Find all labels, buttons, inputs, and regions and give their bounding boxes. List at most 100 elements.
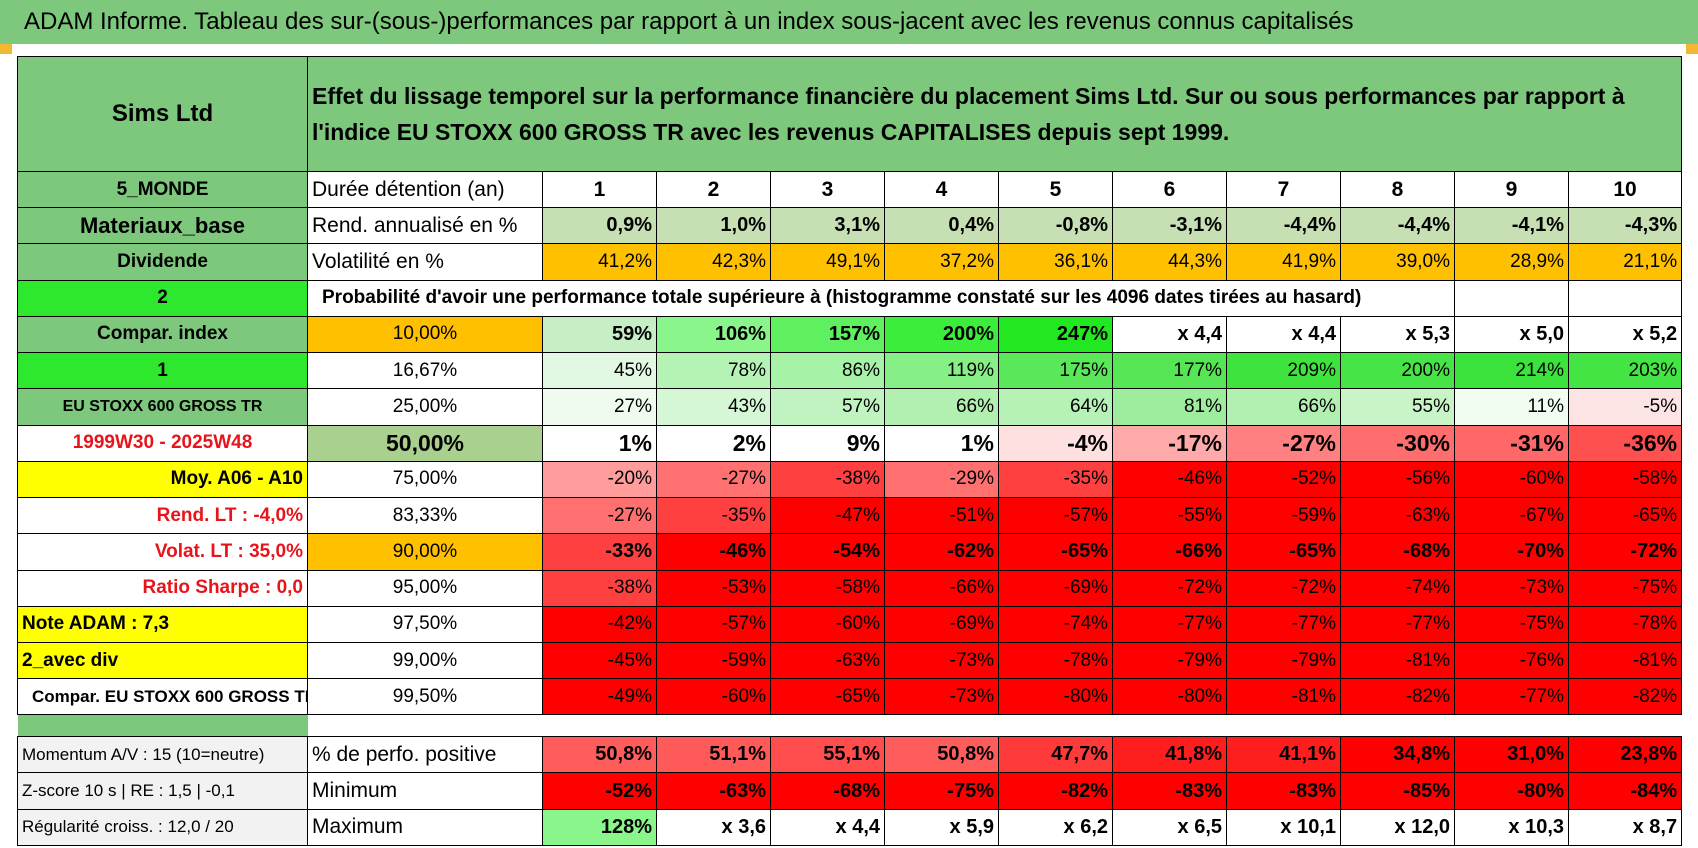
value-cell: -56%	[1340, 460, 1455, 499]
summary-value-cell: 55,1%	[770, 736, 885, 774]
value-cell: -27%	[656, 460, 771, 499]
summary-value-cell: -85%	[1340, 772, 1455, 810]
value-cell: -72%	[1112, 569, 1227, 607]
value-cell: -53%	[656, 569, 771, 607]
value-cell: -57%	[656, 605, 771, 643]
intro-row: Sims Ltd Effet du lissage temporel sur l…	[17, 56, 1683, 172]
title-bar: ADAM Informe. Tableau des sur-(sous-)per…	[0, 0, 1698, 44]
value-cell: 44,3%	[1112, 243, 1227, 281]
value-cell: 247%	[998, 315, 1113, 354]
value-cell: -59%	[1226, 497, 1341, 535]
value-cell: -51%	[884, 497, 999, 535]
summary-value-cell: 41,1%	[1226, 736, 1341, 774]
value-cell: 81%	[1112, 388, 1227, 426]
value-cell: 119%	[884, 352, 999, 390]
value-cell: x 5,3	[1340, 315, 1455, 354]
summary-value-cell: 128%	[542, 808, 657, 847]
value-cell: -20%	[542, 460, 657, 499]
row-label-cell: 95,00%	[307, 569, 543, 607]
value-cell: -81%	[1226, 678, 1341, 716]
value-cell: 2%	[656, 424, 771, 462]
summary-value-cell: 51,1%	[656, 736, 771, 774]
value-cell: -72%	[1226, 569, 1341, 607]
value-cell: -75%	[1454, 605, 1569, 643]
value-cell: 9%	[770, 424, 885, 462]
value-cell: 36,1%	[998, 243, 1113, 281]
value-cell: 4	[884, 170, 999, 209]
value-cell: -69%	[998, 569, 1113, 607]
value-cell: -4,3%	[1567, 207, 1683, 245]
table-row: 1999W30 - 2025W48 50,00% 1% 2% 9% 1% -4% -17% -2…	[17, 424, 1683, 462]
value-cell: -79%	[1226, 641, 1341, 680]
value-cell: -4,4%	[1340, 207, 1455, 245]
summary-value-cell: x 5,9	[884, 808, 999, 847]
value-cell: -4,4%	[1226, 207, 1341, 245]
table-row: EU STOXX 600 GROSS TR 25,00% 27% 43% 57% 66% 6…	[17, 388, 1683, 426]
value-cell: -31%	[1454, 424, 1569, 462]
value-cell: -63%	[1340, 497, 1455, 535]
side-label-cell: Ratio Sharpe : 0,0	[17, 569, 308, 607]
value-cell: x 5,2	[1567, 315, 1683, 354]
value-cell: -78%	[998, 641, 1113, 680]
value-cell: 5	[998, 170, 1113, 209]
value-cell: 106%	[656, 315, 771, 354]
table-row: Volat. LT : 35,0% 90,00% -33% -46% -54% -62% -…	[17, 533, 1683, 571]
side-label-cell: 2	[17, 279, 308, 317]
summary-value-cell: x 3,6	[656, 808, 771, 847]
value-cell: 42,3%	[656, 243, 771, 281]
value-cell: x 4,4	[1226, 315, 1341, 354]
side-label-cell: Rend. LT : -4,0%	[17, 497, 308, 535]
value-cell: 41,2%	[542, 243, 657, 281]
value-cell: 1,0%	[656, 207, 771, 245]
summary-value-cell: x 12,0	[1340, 808, 1455, 847]
value-cell: -57%	[998, 497, 1113, 535]
value-cell: 175%	[998, 352, 1113, 390]
value-cell: -59%	[656, 641, 771, 680]
value-cell: -52%	[1226, 460, 1341, 499]
value-cell: 21,1%	[1567, 243, 1683, 281]
value-cell: x 4,4	[1112, 315, 1227, 354]
row-label-cell: Durée détention (an)	[307, 170, 543, 209]
summary-label-cell: Minimum	[307, 772, 543, 810]
value-cell: 6	[1112, 170, 1227, 209]
table-row: Ratio Sharpe : 0,0 95,00% -38% -53% -58% -66%…	[17, 569, 1683, 607]
value-cell: 8	[1340, 170, 1455, 209]
value-cell: -73%	[884, 678, 999, 716]
value-cell: 200%	[884, 315, 999, 354]
value-cell: -54%	[770, 533, 885, 571]
value-cell: -35%	[656, 497, 771, 535]
summary-value-cell: -63%	[656, 772, 771, 810]
table-row: Rend. LT : -4,0% 83,33% -27% -35% -47% -51% -5…	[17, 497, 1683, 535]
value-cell: 66%	[1226, 388, 1341, 426]
value-cell: -27%	[542, 497, 657, 535]
value-cell: -17%	[1112, 424, 1227, 462]
side-label-cell: Moy. A06 - A10	[17, 460, 308, 499]
value-cell: -35%	[998, 460, 1113, 499]
side-label-cell: Materiaux_base	[17, 207, 308, 245]
row-label-cell: 25,00%	[307, 388, 543, 426]
value-cell: 43%	[656, 388, 771, 426]
value-cell: -29%	[884, 460, 999, 499]
value-cell: -77%	[1340, 605, 1455, 643]
value-cell: 27%	[542, 388, 657, 426]
value-cell: 7	[1226, 170, 1341, 209]
table-row: Compar. EU STOXX 600 GROSS TR 99,50% -49% -…	[17, 678, 1683, 716]
value-cell: -66%	[884, 569, 999, 607]
value-cell: -65%	[998, 533, 1113, 571]
value-cell: -30%	[1340, 424, 1455, 462]
value-cell: 209%	[1226, 352, 1341, 390]
value-cell: 45%	[542, 352, 657, 390]
value-cell: -82%	[1340, 678, 1455, 716]
value-cell: x 5,0	[1454, 315, 1569, 354]
value-cell: 49,1%	[770, 243, 885, 281]
value-cell: -77%	[1454, 678, 1569, 716]
value-cell: -3,1%	[1112, 207, 1227, 245]
table-row: 2_avec div 99,00% -45% -59% -63% -73% -78% -79%…	[17, 641, 1683, 680]
summary-value-cell: x 8,7	[1567, 808, 1683, 847]
value-cell: 203%	[1567, 352, 1683, 390]
value-cell: -4,1%	[1454, 207, 1569, 245]
value-cell: -67%	[1454, 497, 1569, 535]
row-label-cell: 83,33%	[307, 497, 543, 535]
table-row: Moy. A06 - A10 75,00% -20% -27% -38% -29% -35%…	[17, 460, 1683, 499]
value-cell: 78%	[656, 352, 771, 390]
